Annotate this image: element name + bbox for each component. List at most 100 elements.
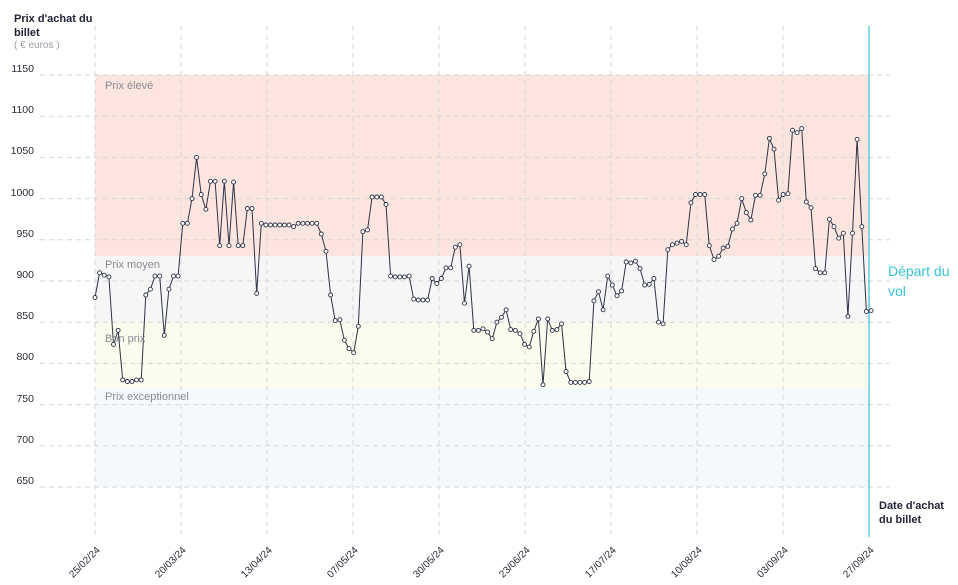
price-point: [549, 327, 555, 333]
price-point: [642, 282, 648, 288]
price-point: [438, 276, 444, 281]
price-point: [826, 216, 832, 222]
price-point: [318, 231, 324, 237]
grid-lines: [40, 26, 890, 537]
price-point: [392, 274, 398, 280]
price-point: [462, 300, 467, 306]
price-point: [92, 295, 98, 300]
y-tick-label: 950: [16, 227, 34, 240]
price-point: [341, 337, 347, 343]
price-point: [171, 273, 176, 279]
price-point: [605, 273, 611, 279]
price-band: [95, 256, 869, 323]
price-point: [254, 290, 260, 296]
price-point: [111, 341, 116, 347]
price-point: [452, 244, 458, 250]
price-point: [632, 258, 638, 264]
y-tick-label: 1000: [10, 186, 34, 199]
price-point: [175, 273, 181, 279]
price-point: [277, 222, 283, 228]
price-point: [346, 346, 352, 352]
band-label-exceptional: Prix exceptionnel: [105, 391, 189, 403]
price-point: [263, 222, 269, 228]
price-point: [785, 191, 791, 197]
price-point: [157, 273, 163, 279]
price-point: [434, 281, 440, 286]
price-point: [845, 313, 851, 319]
price-point: [679, 238, 685, 244]
price-point: [766, 135, 772, 141]
price-point: [568, 379, 574, 385]
price-point: [720, 245, 726, 251]
price-point: [323, 248, 329, 254]
price-point: [526, 344, 532, 350]
price-point: [406, 273, 412, 279]
price-point: [129, 379, 135, 384]
price-point: [281, 222, 287, 228]
price-point: [753, 192, 758, 198]
band-label-good: Bon prix: [105, 333, 146, 345]
price-point: [646, 281, 652, 287]
price-point: [508, 327, 514, 333]
price-point: [512, 327, 518, 333]
price-point: [378, 194, 384, 200]
price-point: [790, 127, 795, 133]
band-label-average: Prix moyen: [105, 259, 161, 271]
price-point: [369, 194, 375, 200]
departure-annotation: Départ du vol: [888, 263, 950, 299]
price-point: [850, 230, 855, 236]
price-point: [729, 226, 735, 232]
y-tick-label: 900: [16, 269, 34, 281]
price-point: [360, 229, 366, 235]
price-point: [383, 201, 389, 207]
y-axis-unit: ( € euros ): [14, 40, 60, 51]
price-point: [314, 220, 320, 226]
price-point: [415, 297, 421, 303]
price-point: [706, 243, 712, 249]
price-point: [734, 220, 740, 226]
price-point: [780, 192, 786, 197]
price-point: [365, 227, 370, 233]
price-point: [272, 222, 278, 228]
price-point: [226, 243, 232, 249]
price-point: [425, 297, 431, 303]
price-point: [374, 194, 380, 200]
price-point: [748, 217, 754, 223]
price-point: [138, 377, 144, 383]
price-point: [535, 316, 541, 322]
price-point: [120, 377, 126, 383]
price-point: [572, 379, 578, 385]
price-point: [674, 240, 680, 246]
price-point: [152, 273, 158, 279]
price-point: [656, 319, 661, 325]
price-point: [799, 126, 805, 132]
price-point: [577, 379, 583, 385]
price-point: [101, 272, 107, 278]
price-band: [95, 388, 869, 487]
price-point: [411, 296, 417, 302]
price-point: [235, 243, 241, 249]
price-point: [688, 200, 694, 206]
price-point: [143, 292, 149, 298]
price-point: [249, 206, 255, 211]
price-point: [166, 286, 172, 292]
price-point: [337, 317, 343, 323]
price-point: [817, 270, 823, 276]
price-point: [596, 289, 601, 295]
price-point: [614, 293, 620, 299]
price-point: [628, 260, 634, 266]
price-point: [351, 350, 357, 356]
price-point: [240, 243, 246, 249]
price-point: [208, 178, 213, 184]
price-point: [420, 297, 426, 303]
price-point: [388, 273, 394, 279]
price-point: [582, 379, 588, 385]
price-point: [402, 274, 407, 280]
price-point: [180, 220, 186, 226]
price-point: [771, 146, 777, 152]
price-point: [485, 329, 491, 335]
price-point: [586, 379, 592, 384]
price-point: [291, 224, 297, 230]
price-point: [831, 224, 837, 230]
band-label-high: Prix élevé: [105, 80, 154, 92]
